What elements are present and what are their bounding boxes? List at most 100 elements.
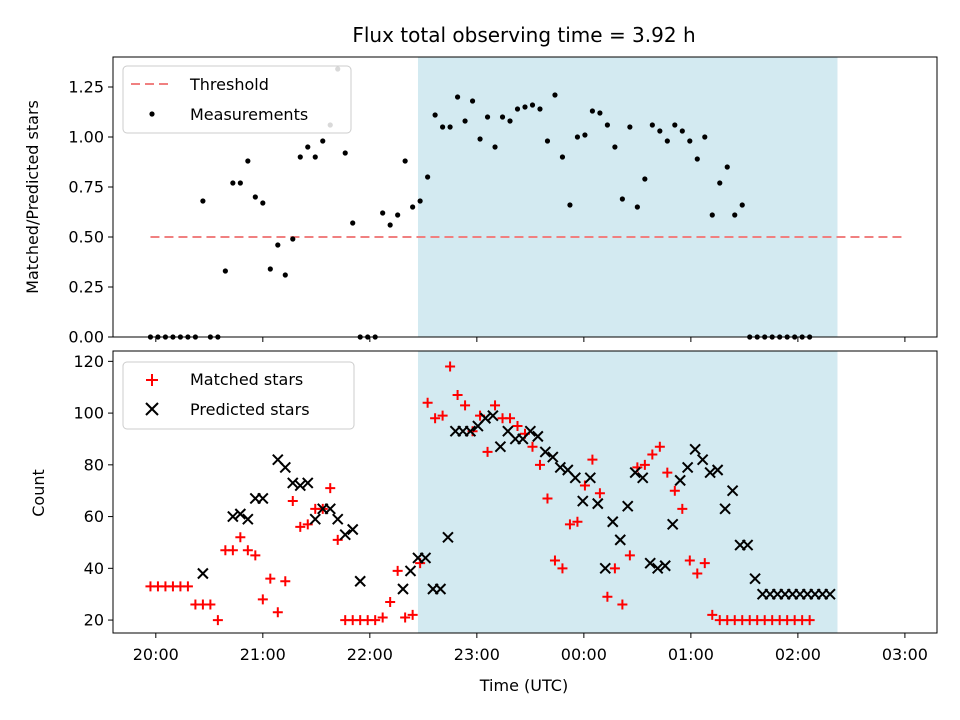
measurement-point: [694, 156, 700, 162]
matched-star-point: [684, 555, 695, 566]
observing-span-top: [417, 57, 838, 337]
predicted-star-point: [524, 425, 537, 437]
measurement-point: [507, 118, 513, 124]
measurement-point: [410, 204, 416, 210]
matched-star-point: [272, 607, 283, 618]
predicted-star-point: [696, 453, 709, 466]
matched-star-point: [654, 441, 665, 452]
matched-star-point: [265, 573, 276, 584]
predicted-star-point: [704, 466, 716, 479]
predicted-star-point: [242, 513, 254, 525]
legend-matched-label: Matched stars: [190, 370, 303, 389]
bottom-panel: 20 40 60 80 100 120 20:00 21:00 22:00 23:00 00:00…: [29, 350, 938, 695]
observing-span-bottom: [417, 351, 838, 633]
predicted-star-point: [494, 441, 507, 453]
predicted-star-point: [629, 466, 641, 479]
predicted-star-point: [547, 451, 559, 463]
matched-star-point: [647, 449, 658, 460]
measurement-point: [395, 212, 401, 218]
measurement-point: [514, 106, 521, 112]
measurement-point: [350, 220, 356, 226]
top-axes-frame: [112, 56, 938, 338]
predicted-star-point: [487, 409, 499, 422]
matched-star-point: [452, 389, 463, 400]
measurement-point: [642, 176, 648, 182]
measurement-point: [440, 124, 446, 130]
predicted-star-point: [324, 503, 336, 515]
measurement-point: [297, 154, 303, 160]
matched-star-point: [482, 446, 493, 457]
measurement-point: [282, 272, 288, 278]
predicted-star-point: [607, 516, 619, 528]
predicted-star-point: [479, 412, 492, 424]
measurement-point: [305, 144, 311, 150]
top-ytick-label: 0.50: [68, 228, 104, 247]
matched-star-point: [677, 503, 688, 514]
measurement-point: [425, 174, 431, 180]
bottom-ytick-label: 100: [73, 404, 104, 423]
measurement-point: [687, 138, 693, 144]
measurement-point: [604, 122, 611, 128]
matched-star-points: [145, 361, 815, 626]
measurement-point: [597, 110, 603, 116]
measurement-point: [484, 114, 491, 120]
matched-star-point: [624, 550, 635, 561]
matched-star-point: [242, 545, 253, 556]
predicted-star-point: [726, 484, 739, 497]
matched-star-point: [549, 555, 560, 566]
predicted-star-point: [674, 474, 686, 487]
matched-star-point: [594, 488, 605, 499]
predicted-star-point: [464, 425, 477, 437]
matched-star-point: [212, 615, 223, 626]
predicted-star-point: [279, 461, 291, 474]
matched-star-point: [587, 454, 598, 465]
measurement-point: [417, 198, 423, 204]
measurement-point: [672, 122, 678, 128]
measurement-point: [567, 202, 573, 208]
matched-star-point: [370, 615, 381, 626]
matched-star-point: [564, 519, 575, 530]
predicted-star-point: [332, 513, 344, 525]
predicted-star-point: [309, 513, 321, 525]
matched-star-point: [325, 483, 336, 494]
predicted-star-point: [302, 477, 314, 489]
predicted-star-point: [339, 528, 351, 541]
measurement-point: [499, 114, 506, 120]
x-tick-label: 20:00: [133, 645, 179, 664]
measurement-point: [275, 242, 281, 248]
measurement-point: [402, 158, 408, 164]
measurement-point: [537, 106, 543, 112]
predicted-star-point: [719, 503, 731, 515]
measurement-point: [552, 92, 558, 98]
measurement-point: [290, 236, 296, 242]
measurement-point: [230, 180, 236, 186]
top-x-ticks: [155, 337, 906, 342]
matched-star-point: [557, 563, 568, 574]
measurement-point: [612, 144, 618, 150]
matched-star-point: [407, 609, 418, 620]
measurement-point: [342, 150, 348, 156]
matched-star-point: [235, 532, 246, 543]
legend-predicted-label: Predicted stars: [190, 400, 310, 419]
measurement-point: [739, 202, 745, 208]
matched-star-point: [490, 400, 501, 411]
top-ytick-label: 0.00: [68, 328, 104, 347]
x-tick-label: 23:00: [454, 645, 500, 664]
matched-star-point: [377, 612, 388, 623]
matched-star-point: [430, 413, 441, 424]
top-panel: 0.00 0.25 0.50 0.75 1.00 1.25 Matched/Predict…: [23, 56, 938, 347]
bottom-ytick-label: 60: [84, 507, 104, 526]
measurement-point: [320, 138, 326, 144]
matched-star-point: [602, 591, 613, 602]
matched-star-point: [804, 615, 815, 626]
legend-predicted-swatch: [145, 402, 159, 416]
top-ytick-label: 0.25: [68, 278, 104, 297]
predicted-star-point: [287, 477, 299, 489]
bottom-ytick-label: 20: [84, 611, 104, 630]
predicted-star-point: [294, 479, 306, 492]
measurement-point: [260, 200, 266, 206]
measurement-point: [432, 112, 438, 118]
x-axis-label: Time (UTC): [479, 676, 568, 695]
matched-star-point: [422, 397, 433, 408]
predicted-star-point: [539, 446, 552, 458]
